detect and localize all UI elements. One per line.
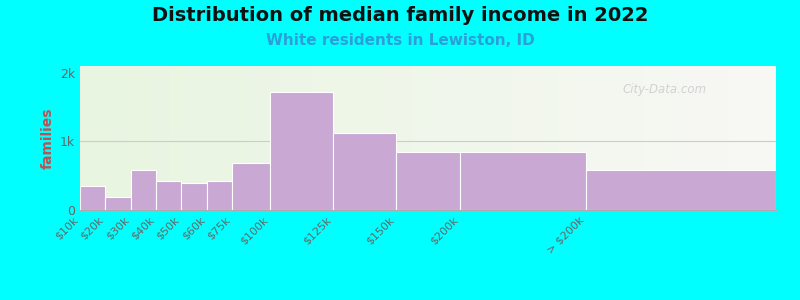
Bar <box>106 197 130 210</box>
Bar <box>206 181 232 210</box>
Bar <box>182 183 206 210</box>
Text: Distribution of median family income in 2022: Distribution of median family income in … <box>152 6 648 25</box>
Bar <box>333 133 396 210</box>
Y-axis label: families: families <box>41 107 54 169</box>
Bar <box>80 186 106 210</box>
Bar <box>586 170 776 210</box>
Text: City-Data.com: City-Data.com <box>623 83 707 96</box>
Bar <box>156 181 182 210</box>
Bar <box>460 152 586 210</box>
Text: White residents in Lewiston, ID: White residents in Lewiston, ID <box>266 33 534 48</box>
Bar <box>232 164 270 210</box>
Bar <box>130 169 156 210</box>
Bar <box>396 152 460 210</box>
Bar <box>270 92 333 210</box>
